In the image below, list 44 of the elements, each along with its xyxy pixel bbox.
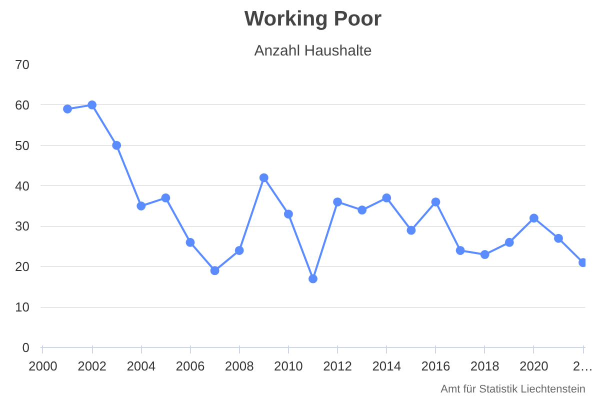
- x-tick-label: 2008: [224, 358, 254, 374]
- y-tick-label: 20: [15, 259, 30, 274]
- x-tick-label: 2002: [78, 358, 107, 374]
- point: [259, 173, 268, 182]
- x-tick-label: 2020: [519, 358, 548, 374]
- point: [358, 206, 367, 215]
- point: [554, 234, 563, 243]
- point: [161, 193, 170, 202]
- y-tick-label: 70: [15, 57, 30, 72]
- point: [308, 274, 318, 284]
- point: [63, 104, 72, 114]
- x-tick-label: 2014: [372, 358, 402, 374]
- chart-subtitle: Anzahl Haushalte: [254, 42, 372, 60]
- x-tick-label: 2018: [470, 358, 500, 374]
- point: [382, 193, 392, 202]
- chart-title: Working Poor: [244, 8, 382, 30]
- x-tick-label: 2016: [421, 358, 450, 374]
- x-tick-label: 2006: [176, 358, 205, 374]
- point: [136, 202, 146, 210]
- text: Amt für Statistik Liechtenstein: [440, 384, 586, 396]
- point: [112, 140, 122, 150]
- point: [333, 197, 342, 206]
- point: [234, 246, 244, 255]
- point: [504, 238, 514, 247]
- point: [480, 250, 490, 260]
- y-tick-label: 30: [15, 218, 30, 234]
- point: [406, 226, 416, 235]
- point: [186, 238, 195, 247]
- y-tick-label: 60: [15, 97, 30, 112]
- point: [456, 246, 465, 255]
- x-tick-label: 2004: [126, 358, 156, 374]
- point: [529, 214, 538, 223]
- y-tick-label: 50: [15, 138, 30, 153]
- y-tick-label: 10: [15, 300, 30, 315]
- x-tick-label: 2…: [572, 358, 594, 374]
- x-tick-label: 2012: [323, 358, 352, 374]
- point: [284, 210, 293, 219]
- point: [88, 100, 97, 110]
- x-tick-label: 2000: [28, 358, 58, 374]
- y-tick-label: 0: [22, 340, 30, 355]
- point: [210, 266, 220, 276]
- point: [431, 197, 440, 206]
- x-tick-label: 2010: [274, 358, 303, 374]
- y-tick-label: 40: [15, 178, 30, 194]
